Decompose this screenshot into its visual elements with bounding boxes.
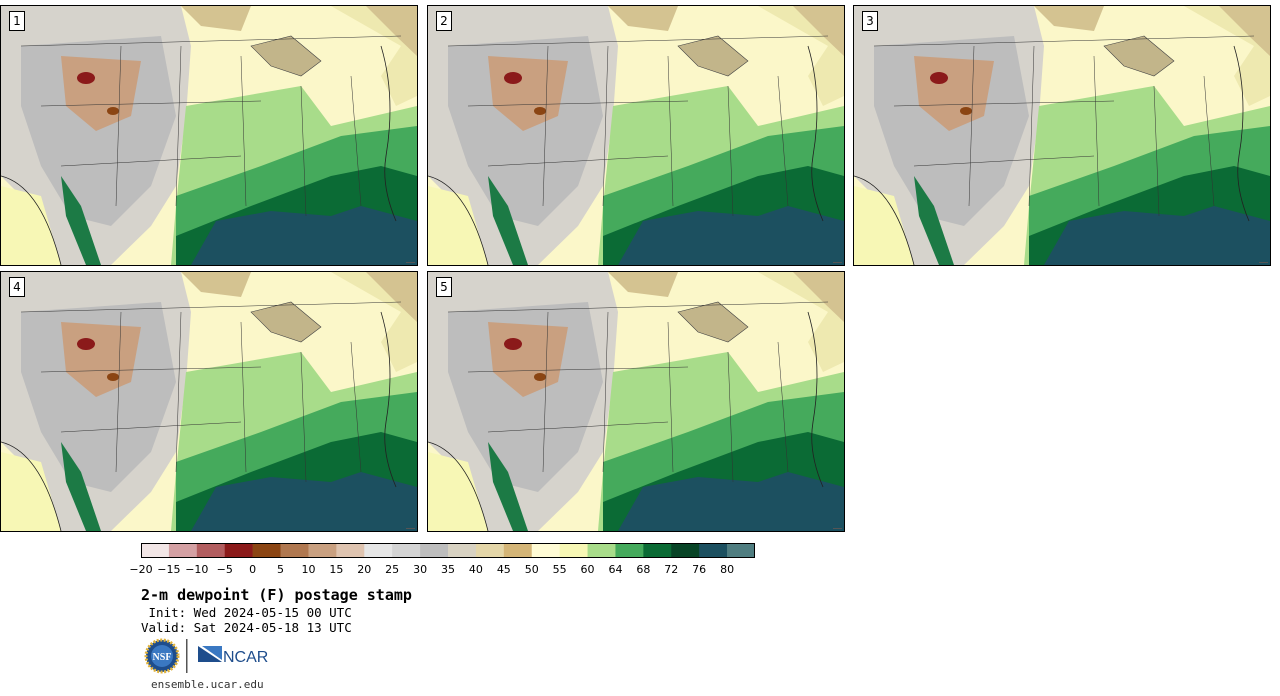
colorbar-swatch	[475, 543, 505, 558]
corner-mark	[406, 262, 415, 263]
colorbar-tick-label: 30	[413, 563, 428, 576]
colorbar-swatch	[699, 543, 728, 558]
map-panel-2: 2	[427, 5, 845, 266]
colorbar-swatch	[224, 543, 253, 558]
colorbar-swatch	[448, 543, 477, 558]
dewpoint-map	[428, 6, 844, 265]
panel-number: 2	[436, 11, 452, 31]
dewpoint-map	[854, 6, 1270, 265]
dewpoint-map	[1, 6, 417, 265]
colorbar-swatch	[503, 543, 533, 558]
colorbar-tick-label: 10	[301, 563, 316, 576]
colorbar-tick-label: 25	[385, 563, 400, 576]
dewpoint-map	[428, 272, 844, 531]
footer-url: ensemble.ucar.edu	[151, 678, 264, 691]
colorbar-tick-label: −20	[129, 563, 153, 576]
colorbar-border	[141, 543, 755, 558]
map-panel-5: 5	[427, 271, 845, 532]
colorbar-tick-label: 0	[249, 563, 257, 576]
colorbar-tick-label: 50	[524, 563, 539, 576]
colorbar-swatch	[364, 543, 393, 558]
colorbar-tick-label: 20	[357, 563, 372, 576]
colorbar-tick-label: 55	[552, 563, 567, 576]
colorbar-tick-label: 64	[608, 563, 623, 576]
colorbar-swatch	[280, 543, 309, 558]
panel-number: 5	[436, 277, 452, 297]
colorbar-tick-label: −5	[216, 563, 233, 576]
corner-mark	[833, 262, 842, 263]
colorbar-swatch	[587, 543, 616, 558]
nsf-logo: NSF	[144, 638, 180, 674]
panel-number: 1	[9, 11, 25, 31]
colorbar-tick-label: 80	[720, 563, 735, 576]
logo-divider	[186, 639, 188, 673]
colorbar-tick-label: 15	[329, 563, 344, 576]
colorbar-tick-label: 45	[496, 563, 511, 576]
colorbar-swatch	[727, 543, 755, 558]
colorbar-tick-label: −15	[157, 563, 181, 576]
dewpoint-map	[1, 272, 417, 531]
colorbar	[141, 543, 755, 558]
corner-mark	[1259, 262, 1268, 263]
colorbar-swatch	[643, 543, 672, 558]
svg-text:NCAR: NCAR	[223, 649, 268, 666]
colorbar-tick-label: 76	[692, 563, 707, 576]
map-panel-3: 3	[853, 5, 1271, 266]
panel-number: 4	[9, 277, 25, 297]
colorbar-swatch	[559, 543, 588, 558]
colorbar-tick-label: 60	[580, 563, 595, 576]
colorbar-swatch	[615, 543, 644, 558]
colorbar-swatch	[420, 543, 449, 558]
colorbar-tick-label: 35	[441, 563, 455, 576]
colorbar-swatch	[308, 543, 337, 558]
corner-mark	[833, 528, 842, 529]
colorbar-tick-label: 72	[664, 563, 679, 576]
ncar-logo: NCAR	[198, 646, 268, 666]
panel-number: 3	[862, 11, 878, 31]
colorbar-tick-label: 40	[468, 563, 483, 576]
colorbar-swatch	[168, 543, 198, 558]
colorbar-tick-label: 5	[277, 563, 285, 576]
map-panel-4: 4	[0, 271, 418, 532]
colorbar-swatch	[531, 543, 560, 558]
colorbar-swatch	[141, 543, 170, 558]
colorbar-tick-label: 68	[636, 563, 651, 576]
colorbar-tick-label: −10	[185, 563, 209, 576]
figure-title: 2-m dewpoint (F) postage stamp	[141, 586, 412, 604]
valid-time: Valid: Sat 2024-05-18 13 UTC	[141, 620, 352, 635]
svg-text:NSF: NSF	[153, 652, 172, 663]
init-time: Init: Wed 2024-05-15 00 UTC	[141, 605, 352, 620]
colorbar-labels: −20 −15 −10 −5 0 5 10 15 20 25 30 35 40 45 50 55 60 64 68 7…	[129, 563, 781, 577]
colorbar-swatch	[392, 543, 421, 558]
map-panel-1: 1	[0, 5, 418, 266]
colorbar-swatch	[671, 543, 700, 558]
colorbar-swatch	[196, 543, 226, 558]
colorbar-swatch	[252, 543, 281, 558]
corner-mark	[406, 528, 415, 529]
colorbar-swatch	[336, 543, 365, 558]
logos: NSF NCAR	[144, 638, 268, 674]
